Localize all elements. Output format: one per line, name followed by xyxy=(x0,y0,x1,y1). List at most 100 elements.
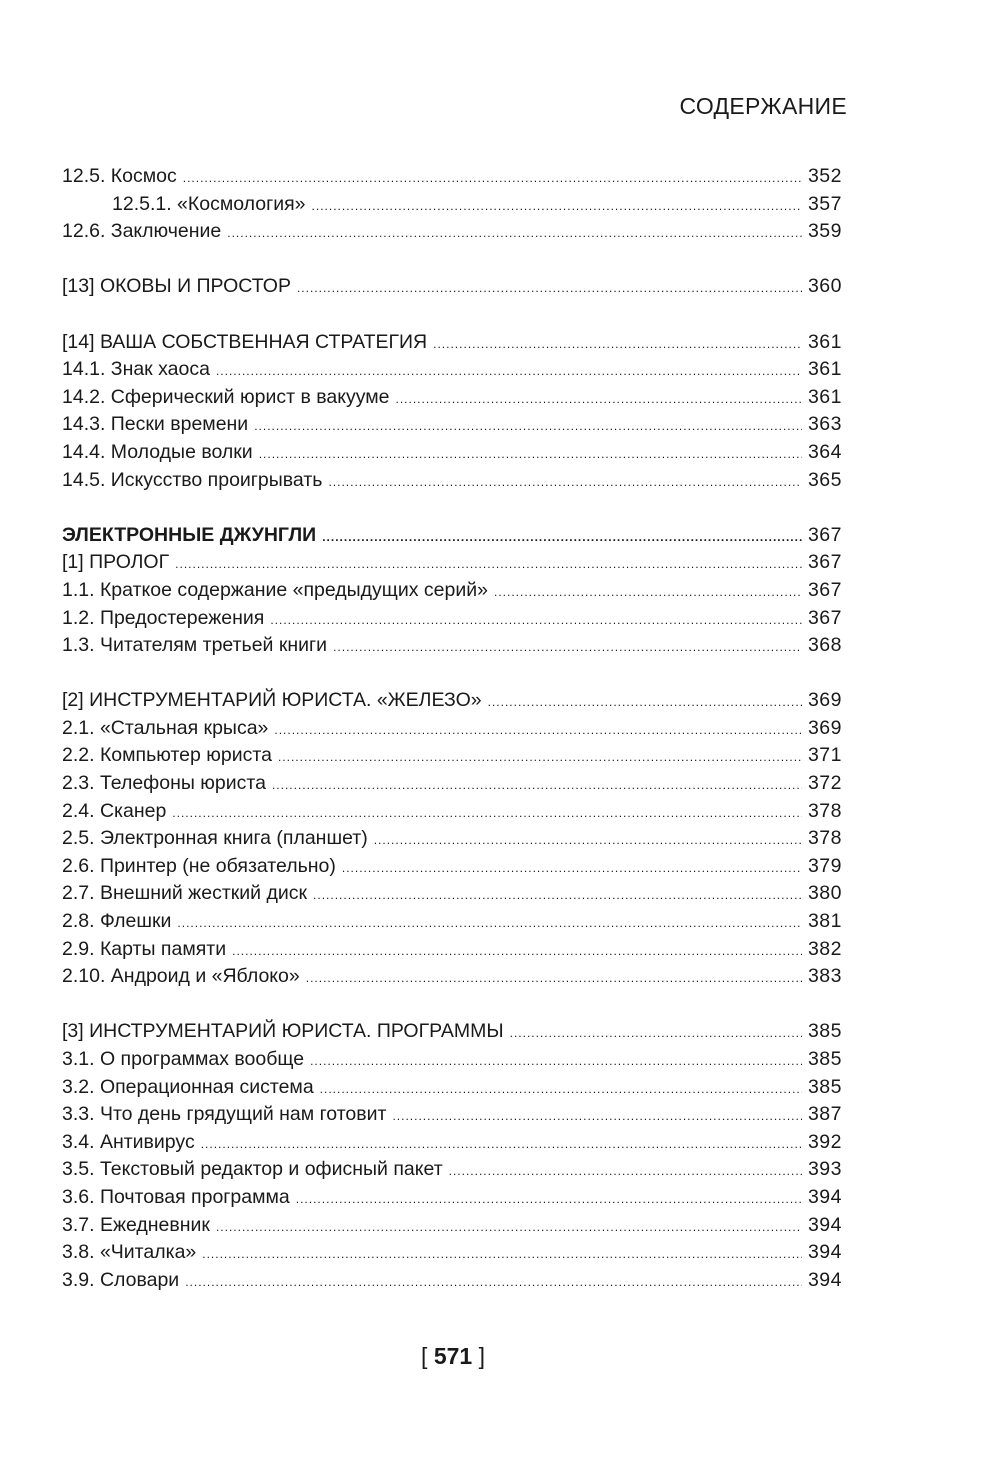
toc-entry: [1] ПРОЛОГ 367 xyxy=(62,549,842,577)
toc-entry-title: [14] ВАША СОБСТВЕННАЯ СТРАТЕГИЯ xyxy=(62,330,428,353)
toc-entry-page: 361 xyxy=(807,385,842,408)
toc-entry: 3.2. Операционная система 385 xyxy=(62,1074,842,1102)
toc-entry-title: 3.7. Ежедневник xyxy=(62,1213,210,1236)
toc-entry: 1.3. Читателям третьей книги 368 xyxy=(62,632,842,660)
toc-entry-page: 360 xyxy=(807,275,842,298)
dot-leader xyxy=(333,634,802,662)
dot-leader xyxy=(392,1103,802,1131)
toc-entry: 2.9. Карты памяти 382 xyxy=(62,936,842,964)
section-gap xyxy=(62,991,842,1019)
dot-leader xyxy=(313,882,802,910)
toc-entry: 12.5. Космос 352 xyxy=(62,163,842,191)
toc-entry: 3.3. Что день грядущий нам готовит 387 xyxy=(62,1101,842,1129)
toc-entry-title: ЭЛЕКТРОННЫЕ ДЖУНГЛИ xyxy=(62,523,317,546)
toc-entry-title: 3.9. Словари xyxy=(62,1268,180,1291)
toc-entry-page: 359 xyxy=(807,220,842,243)
toc-entry-page: 378 xyxy=(807,827,842,850)
toc-entry-page: 368 xyxy=(807,634,842,657)
toc-entry: 2.7. Внешний жесткий диск 380 xyxy=(62,880,842,908)
dot-leader xyxy=(328,469,802,497)
dot-leader xyxy=(216,1214,802,1242)
toc-entry-page: 367 xyxy=(807,606,842,629)
toc-entry-title: 14.4. Молодые волки xyxy=(62,440,253,463)
toc-entry: 12.5.1. «Космология» 357 xyxy=(62,191,842,219)
bracket-open: [ xyxy=(421,1343,428,1369)
toc-entry-page: 367 xyxy=(807,578,842,601)
toc-entry-title: 3.4. Антивирус xyxy=(62,1130,195,1153)
dot-leader xyxy=(172,800,802,828)
toc-entry: [2] ИНСТРУМЕНТАРИЙ ЮРИСТА. «ЖЕЛЕЗО» 369 xyxy=(62,687,842,715)
toc-entry-title: [3] ИНСТРУМЕНТАРИЙ ЮРИСТА. ПРОГРАММЫ xyxy=(62,1020,504,1043)
toc-entry: 3.1. О программах вообще 385 xyxy=(62,1046,842,1074)
toc-entry-page: 369 xyxy=(807,716,842,739)
toc-entry-page: 394 xyxy=(807,1241,842,1264)
toc-entry: 2.4. Сканер 378 xyxy=(62,798,842,826)
toc-entry-page: 361 xyxy=(807,330,842,353)
section-gap xyxy=(62,301,842,329)
section-gap xyxy=(62,246,842,274)
toc-entry-title: 3.6. Почтовая программа xyxy=(62,1185,290,1208)
toc-entry-page: 394 xyxy=(807,1268,842,1291)
toc-entry-title: 12.6. Заключение xyxy=(62,220,222,243)
toc-entry-page: 372 xyxy=(807,772,842,795)
dot-leader xyxy=(297,275,802,303)
toc-entry: 1.2. Предостережения 367 xyxy=(62,605,842,633)
toc-entry-page: 383 xyxy=(807,965,842,988)
toc-entry: 14.2. Сферический юрист в вакууме 361 xyxy=(62,384,842,412)
dot-leader xyxy=(202,1241,802,1269)
table-of-contents: 12.5. Космос35212.5.1. «Космология»35712… xyxy=(62,163,842,1294)
toc-entry: 14.1. Знак хаоса 361 xyxy=(62,356,842,384)
toc-entry-page: 367 xyxy=(807,551,842,574)
toc-entry: 2.6. Принтер (не обязательно) 379 xyxy=(62,853,842,881)
toc-entry-page: 380 xyxy=(807,882,842,905)
toc-entry-page: 364 xyxy=(807,440,842,463)
toc-entry: 14.5. Искусство проигрывать 365 xyxy=(62,467,842,495)
toc-entry-page: 385 xyxy=(807,1048,842,1070)
toc-entry-title: 1.1. Краткое содержание «предыдущих сери… xyxy=(62,578,488,601)
toc-entry-page: 361 xyxy=(807,358,842,381)
dot-leader xyxy=(175,551,802,579)
toc-entry-page: 378 xyxy=(807,799,842,822)
toc-entry-page: 394 xyxy=(807,1185,842,1208)
toc-entry: 2.2. Компьютер юриста 371 xyxy=(62,742,842,770)
dot-leader xyxy=(278,744,802,772)
dot-leader xyxy=(433,331,802,359)
toc-entry-title: 2.2. Компьютер юриста xyxy=(62,744,272,767)
toc-entry-title: 2.4. Сканер xyxy=(62,799,167,822)
toc-entry-title: 2.10. Андроид и «Яблоко» xyxy=(62,965,300,988)
page-number: [ 571 ] xyxy=(0,1343,906,1370)
toc-entry-page: 369 xyxy=(807,689,842,712)
toc-entry-title: [1] ПРОЛОГ xyxy=(62,551,170,574)
dot-leader xyxy=(296,1186,802,1214)
toc-entry-page: 379 xyxy=(807,854,842,877)
toc-entry-title: 12.5.1. «Космология» xyxy=(112,192,306,215)
section-gap xyxy=(62,494,842,522)
toc-entry-title: 3.2. Операционная система xyxy=(62,1075,314,1098)
toc-entry-title: 2.7. Внешний жесткий диск xyxy=(62,882,308,905)
toc-entry-page: 394 xyxy=(807,1213,842,1236)
toc-entry: 14.4. Молодые волки 364 xyxy=(62,439,842,467)
dot-leader xyxy=(254,413,802,441)
dot-leader xyxy=(342,855,802,883)
toc-entry-page: 371 xyxy=(807,744,842,767)
toc-entry-page: 393 xyxy=(807,1158,842,1181)
toc-entry-title: [2] ИНСТРУМЕНТАРИЙ ЮРИСТА. «ЖЕЛЕЗО» xyxy=(62,689,482,712)
toc-entry-page: 385 xyxy=(807,1020,842,1043)
toc-entry: 3.6. Почтовая программа 394 xyxy=(62,1184,842,1212)
running-header: СОДЕРЖАНИЕ xyxy=(679,93,847,119)
toc-entry-title: 14.2. Сферический юрист в вакууме xyxy=(62,385,390,408)
toc-entry-title: 12.5. Космос xyxy=(62,165,177,187)
toc-entry-page: 385 xyxy=(807,1075,842,1098)
toc-entry: 3.9. Словари 394 xyxy=(62,1267,842,1295)
toc-entry-title: 14.1. Знак хаоса xyxy=(62,358,210,381)
page-number-value: 571 xyxy=(433,1343,473,1369)
toc-entry: 3.7. Ежедневник 394 xyxy=(62,1212,842,1240)
toc-entry: 1.1. Краткое содержание «предыдущих сери… xyxy=(62,577,842,605)
toc-entry: 14.3. Пески времени 363 xyxy=(62,411,842,439)
dot-leader xyxy=(510,1020,802,1048)
dot-leader xyxy=(322,524,802,552)
dot-leader xyxy=(306,965,802,993)
toc-entry-title: 2.6. Принтер (не обязательно) xyxy=(62,854,336,877)
dot-leader xyxy=(227,220,802,248)
toc-entry: [3] ИНСТРУМЕНТАРИЙ ЮРИСТА. ПРОГРАММЫ 385 xyxy=(62,1018,842,1046)
